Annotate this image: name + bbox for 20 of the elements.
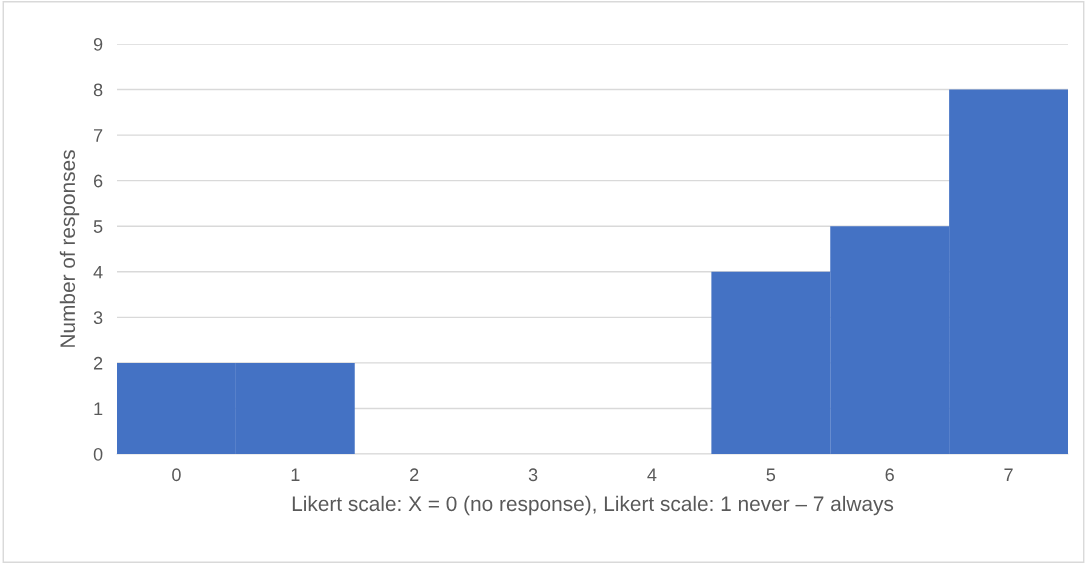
x-tick-label: 1 [291,468,300,481]
x-tick-label: 2 [410,468,419,481]
x-tick-label: 6 [885,468,894,482]
y-tick-label: 4 [93,265,103,279]
y-tick-label: 0 [93,447,103,461]
x-axis-title: Likert scale: X = 0 (no response), Likert scale: 1 never – 7 always [292,495,894,516]
y-tick-label: 1 [94,402,103,415]
y-tick-label: 5 [93,220,103,233]
y-tick-label: 2 [93,356,103,370]
y-tick-label: 6 [93,174,103,188]
y-tick-label: 8 [93,83,103,97]
x-tick-label: 4 [647,468,657,481]
x-tick-label: 3 [528,468,538,482]
x-tick-label: 5 [766,468,776,482]
y-axis-title: Number of responses [59,150,80,347]
y-tick-label: 9 [93,37,103,51]
y-tick-label: 3 [93,311,103,325]
x-tick-label: 7 [1004,468,1013,481]
x-tick-label: 0 [172,468,181,482]
y-tick-label: 7 [94,129,103,142]
